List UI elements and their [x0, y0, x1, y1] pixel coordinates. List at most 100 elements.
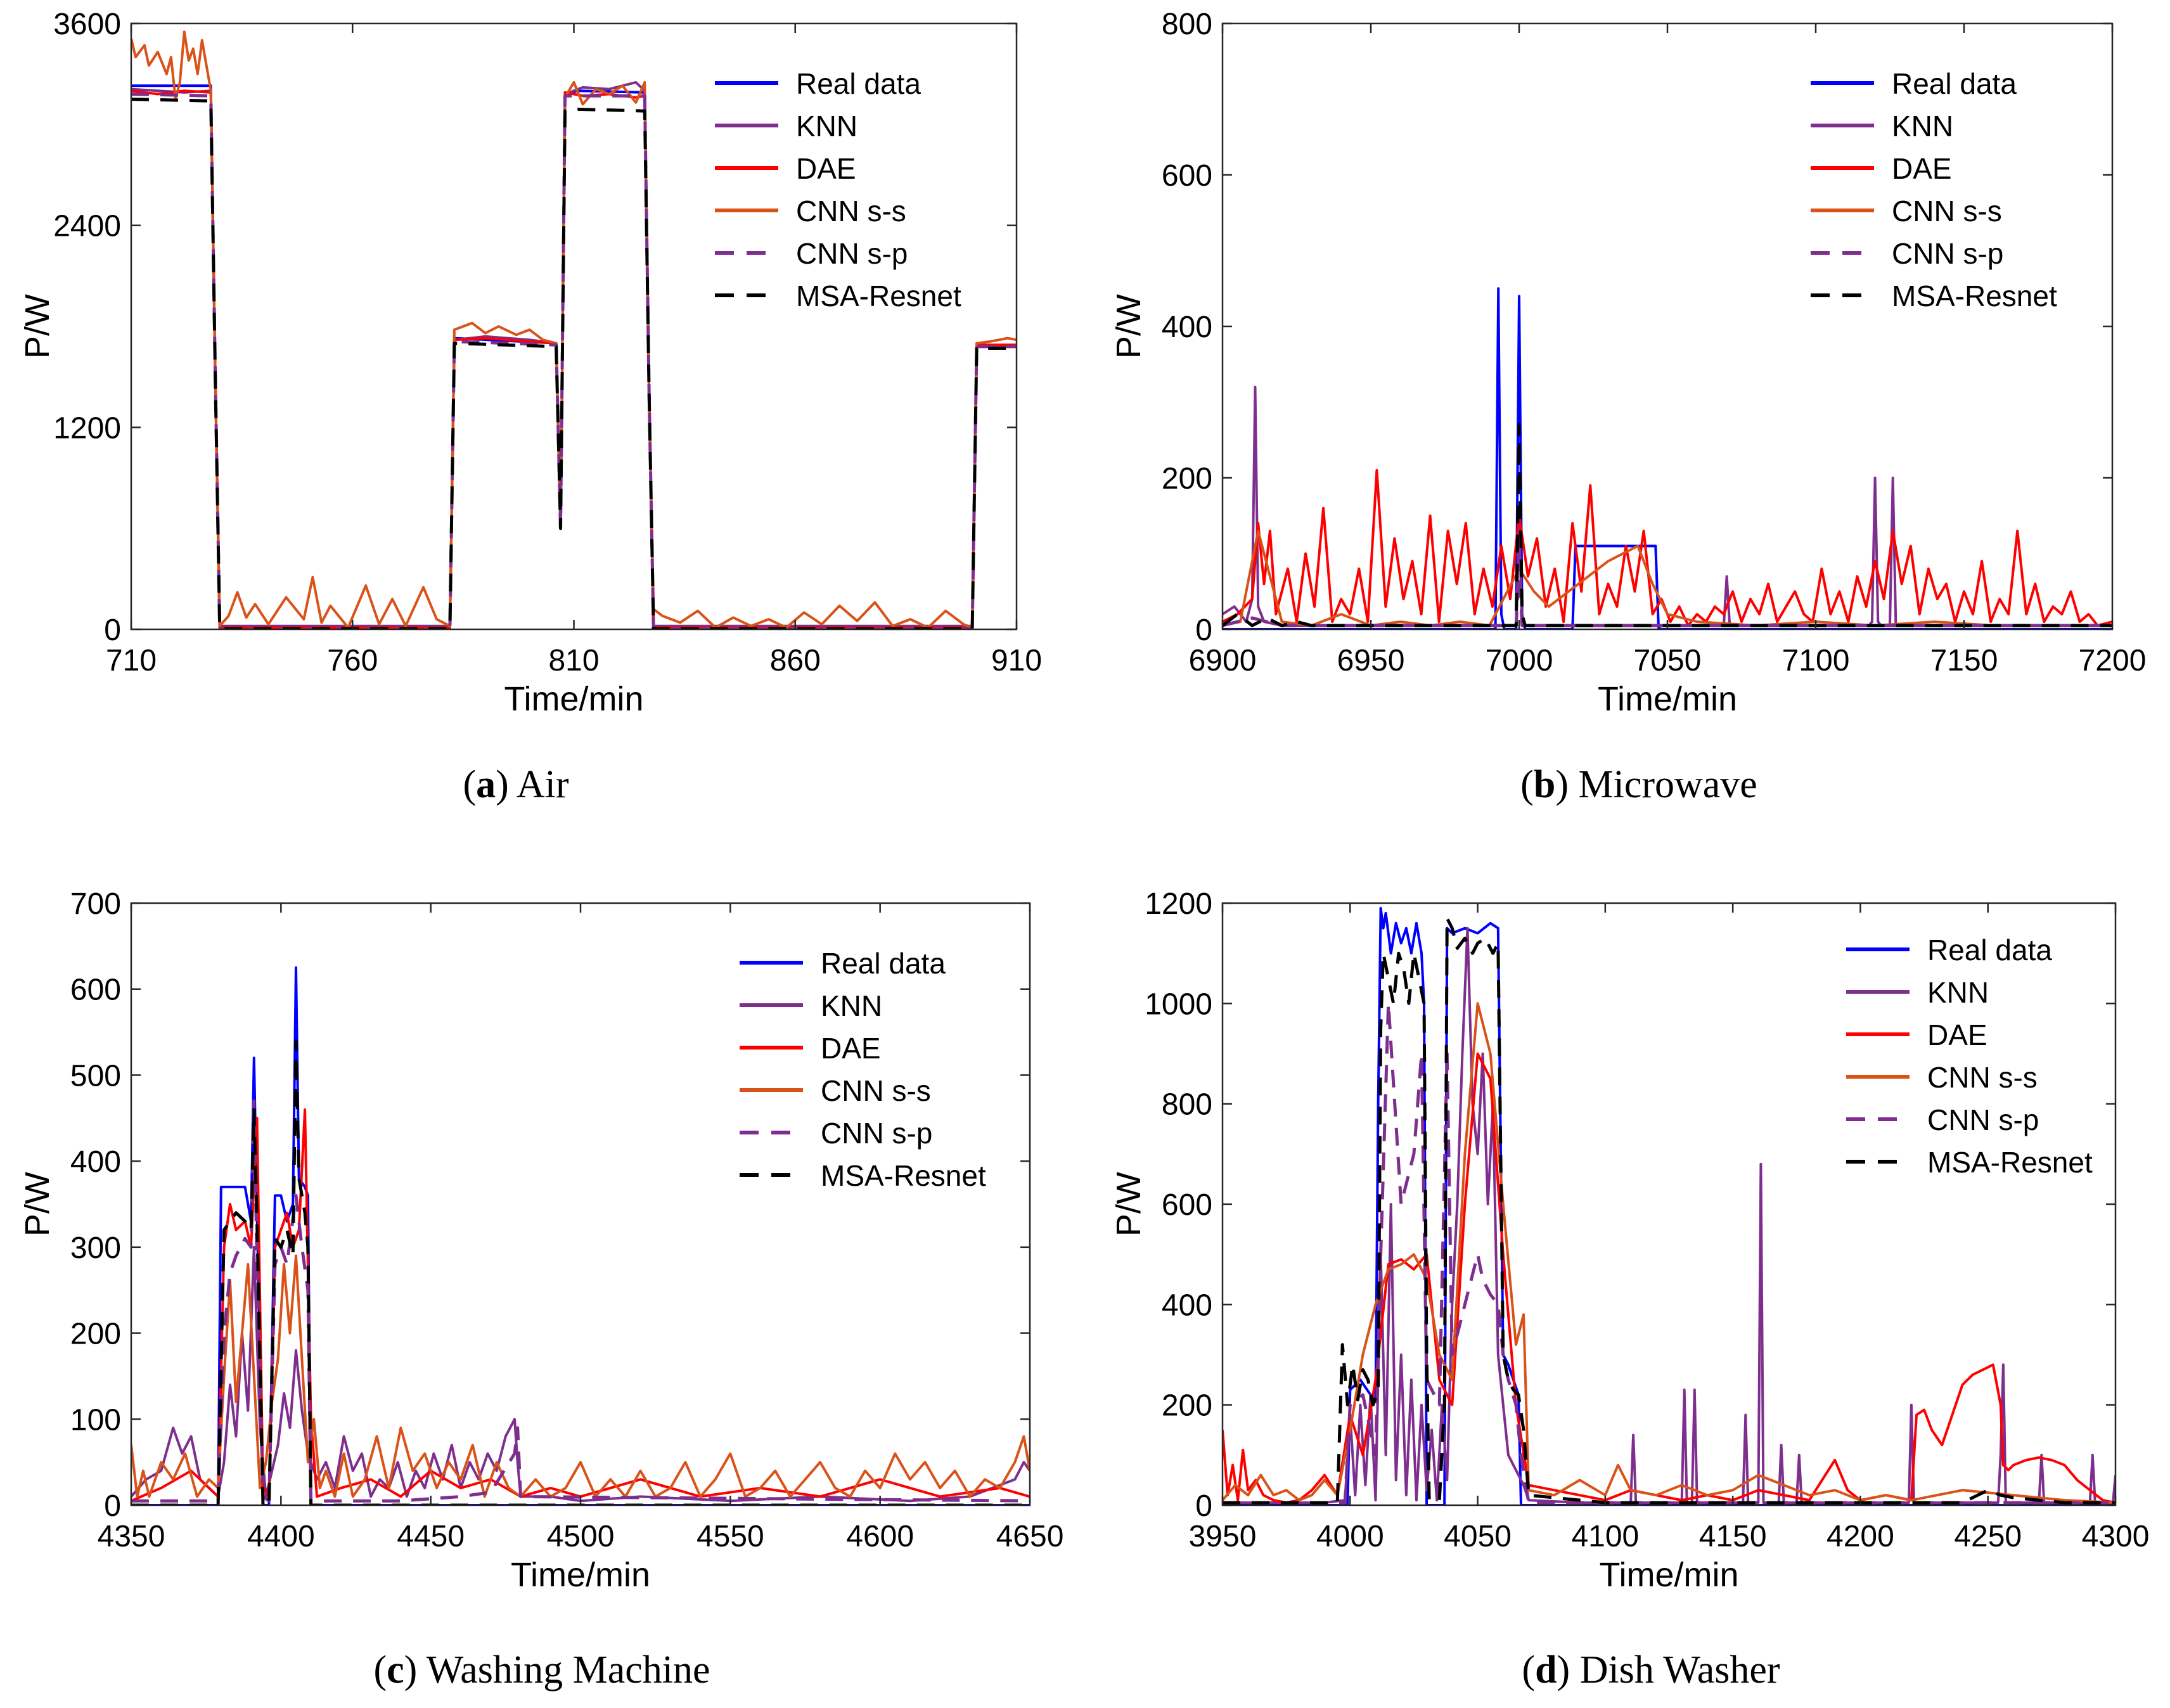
- x-tick-label: 7150: [1930, 644, 1998, 677]
- y-tick-label: 200: [1162, 1389, 1212, 1423]
- legend-label: MSA-Resnet: [821, 1159, 986, 1192]
- y-tick-label: 600: [1162, 1188, 1212, 1222]
- y-axis-label: P/W: [1110, 1172, 1148, 1236]
- caption-title: Air: [517, 763, 569, 806]
- caption: (c) Washing Machine: [373, 1648, 710, 1692]
- x-tick-label: 4250: [1954, 1520, 2022, 1553]
- caption-title: Microwave: [1578, 763, 1757, 806]
- x-tick-label: 710: [106, 644, 157, 677]
- y-tick-label: 700: [70, 887, 121, 921]
- legend-label: Real data: [1927, 934, 2052, 966]
- legend-label: CNN s-s: [796, 195, 906, 228]
- x-tick-label: 860: [770, 644, 821, 677]
- plot-area: [1223, 23, 2112, 629]
- legend-label: CNN s-p: [1892, 237, 2003, 270]
- caption-paren-close: ): [1555, 763, 1578, 806]
- legend-label: KNN: [796, 110, 857, 143]
- legend-label: DAE: [796, 152, 856, 185]
- y-tick-label: 3600: [53, 8, 121, 41]
- x-tick-label: 4550: [697, 1520, 764, 1553]
- caption: (b) Microwave: [1520, 763, 1757, 806]
- y-tick-label: 500: [70, 1059, 121, 1093]
- x-tick-label: 7000: [1486, 644, 1553, 677]
- y-tick-label: 300: [70, 1231, 121, 1265]
- chart-b: 6900 6950 7000 7050 7100 7150 7200 0 200 400 600 80…: [1110, 8, 2146, 806]
- legend-label: MSA-Resnet: [796, 279, 961, 312]
- legend-label: CNN s-s: [1927, 1061, 2038, 1094]
- x-tick-label: 4500: [547, 1520, 615, 1553]
- legend-label: MSA-Resnet: [1892, 279, 2057, 312]
- x-tick-label: 810: [548, 644, 599, 677]
- caption-paren-open: (: [1522, 1648, 1535, 1692]
- caption-paren-close: ): [496, 763, 517, 806]
- y-tick-label: 1200: [1145, 887, 1212, 921]
- caption-paren-close: ): [404, 1648, 427, 1692]
- y-tick-label: 0: [104, 1489, 121, 1523]
- x-tick-label: 6900: [1189, 644, 1257, 677]
- legend-label: DAE: [1892, 152, 1952, 185]
- x-tick-label: 4300: [2082, 1520, 2150, 1553]
- caption-letter: b: [1534, 763, 1555, 806]
- x-tick-label: 4000: [1316, 1520, 1384, 1553]
- caption-paren-open: (: [463, 763, 476, 806]
- y-tick-label: 2400: [53, 210, 121, 243]
- x-tick-label: 4400: [247, 1520, 315, 1553]
- x-tick-label: 7200: [2079, 644, 2147, 677]
- caption-letter: d: [1535, 1648, 1557, 1692]
- y-tick-label: 600: [1162, 159, 1212, 193]
- x-tick-label: 7100: [1782, 644, 1850, 677]
- caption: (d) Dish Washer: [1522, 1648, 1780, 1692]
- y-axis-label: P/W: [18, 1172, 56, 1236]
- y-tick-label: 800: [1162, 1088, 1212, 1122]
- plot-area: [131, 903, 1030, 1505]
- y-tick-label: 400: [70, 1145, 121, 1179]
- x-tick-label: 910: [991, 644, 1042, 677]
- y-tick-label: 600: [70, 973, 121, 1007]
- legend-label: KNN: [1892, 110, 1953, 143]
- y-tick-label: 0: [104, 613, 121, 647]
- y-tick-label: 200: [1162, 462, 1212, 496]
- legend-label: KNN: [821, 989, 882, 1022]
- plot-area: [131, 23, 1017, 629]
- legend-label: DAE: [821, 1032, 881, 1065]
- x-tick-label: 760: [327, 644, 378, 677]
- x-tick-label: 4450: [397, 1520, 465, 1553]
- y-tick-label: 400: [1162, 1288, 1212, 1322]
- x-tick-label: 4050: [1444, 1520, 1512, 1553]
- x-tick-label: 6950: [1337, 644, 1405, 677]
- x-tick-label: 3950: [1189, 1520, 1257, 1553]
- legend-label: CNN s-p: [821, 1117, 932, 1150]
- chart-a: 710 760 810 860 910 0 1200 2400 3600 Time/min P/W R…: [18, 8, 1042, 806]
- caption-paren-close: ): [1557, 1648, 1580, 1692]
- y-tick-label: 200: [70, 1318, 121, 1351]
- caption: (a) Air: [463, 763, 568, 806]
- y-tick-label: 400: [1162, 311, 1212, 344]
- y-tick-label: 1000: [1145, 987, 1212, 1021]
- x-axis-label: Time/min: [511, 1556, 650, 1594]
- figure: 710 760 810 860 910 0 1200 2400 3600 Time/min P/W R…: [0, 0, 2170, 1708]
- caption-title: Washing Machine: [427, 1648, 710, 1692]
- legend-label: Real data: [1892, 67, 2017, 100]
- legend-label: DAE: [1927, 1018, 1987, 1051]
- legend-label: CNN s-s: [821, 1074, 931, 1107]
- y-axis-label: P/W: [18, 294, 56, 359]
- legend-label: CNN s-p: [796, 237, 908, 270]
- x-tick-label: 4150: [1699, 1520, 1767, 1553]
- x-tick-label: 4100: [1571, 1520, 1639, 1553]
- legend-label: Real data: [821, 947, 946, 980]
- legend-label: CNN s-s: [1892, 195, 2002, 228]
- x-tick-label: 4650: [996, 1520, 1064, 1553]
- chart-d: 3950 4000 4050 4100 4150 4200 4250 4300 0 200 400 6…: [1110, 887, 2149, 1692]
- legend-label: Real data: [796, 67, 921, 100]
- y-tick-label: 1200: [53, 411, 121, 445]
- x-axis-label: Time/min: [1599, 1556, 1738, 1594]
- y-tick-label: 100: [70, 1403, 121, 1437]
- legend-label: CNN s-p: [1927, 1103, 2039, 1136]
- legend-label: KNN: [1927, 976, 1989, 1009]
- y-tick-label: 800: [1162, 8, 1212, 41]
- x-tick-label: 4200: [1827, 1520, 1894, 1553]
- y-axis-label: P/W: [1110, 294, 1148, 359]
- caption-letter: c: [387, 1648, 404, 1692]
- y-tick-label: 0: [1195, 1489, 1212, 1523]
- caption-letter: a: [476, 763, 496, 806]
